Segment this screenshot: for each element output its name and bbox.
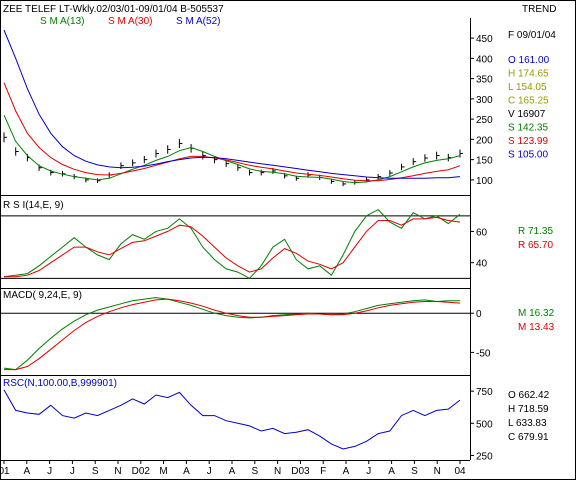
chart-title: ZEE TELEF LT-Wkly.02/03/01-09/01/04 B-50…	[3, 4, 224, 15]
rsc-value: O 662.42	[508, 390, 550, 401]
rsc-series-0-line	[3, 389, 461, 450]
info-row: S 123.99	[508, 136, 548, 147]
legend-sma13: S M A(13)	[40, 16, 84, 27]
x-tick-label: D03	[291, 466, 310, 477]
price-series-2-line	[3, 29, 461, 179]
rsi-panel: 40 60	[0, 208, 488, 279]
rsi-series-1-line	[4, 216, 461, 278]
macd-tick-label: -50	[476, 348, 491, 359]
x-tick-label: M	[159, 466, 167, 477]
info-date: F 09/01/04	[508, 30, 556, 41]
x-tick-label: J	[207, 466, 212, 477]
info-row: S 105.00	[508, 150, 548, 161]
info-row: H 174.65	[508, 69, 549, 80]
rsc-tick-label: 250	[476, 451, 493, 462]
legend-sma30: S M A(30)	[108, 16, 152, 27]
rsi-value: R 65.70	[518, 240, 553, 251]
rsc-value: C 679.91	[508, 432, 549, 443]
x-tick-label: J	[366, 466, 371, 477]
macd-series-1-line	[4, 298, 461, 371]
x-tick-label: J	[70, 466, 75, 477]
x-tick-label: N	[434, 466, 441, 477]
rsi-tick-label: 40	[476, 259, 488, 270]
x-tick-label: A	[388, 466, 395, 477]
x-tick-label: A	[23, 466, 30, 477]
price-tick-label: 250	[476, 115, 493, 126]
rsc-panel: 250 500 750	[3, 387, 493, 462]
rsc-tick-label: 500	[476, 419, 493, 430]
macd-title: MACD( 9,24,E, 9)	[3, 290, 82, 301]
price-tick-label: 300	[476, 95, 493, 106]
x-tick-label: 04	[454, 466, 466, 477]
x-tick-label: J	[47, 466, 52, 477]
price-tick-label: 150	[476, 156, 493, 167]
x-tick-label: A	[229, 466, 236, 477]
macd-value: M 16.32	[518, 308, 555, 319]
price-tick-label: 100	[476, 176, 493, 187]
x-tick-label: A	[183, 466, 190, 477]
trend-label: TREND	[522, 4, 556, 15]
price-tick-label: 350	[476, 75, 493, 86]
x-tick-label: S	[411, 466, 418, 477]
macd-value: M 13.43	[518, 322, 555, 333]
rsc-tick-label: 750	[476, 387, 493, 398]
rsc-value: L 633.83	[508, 418, 547, 429]
x-tick-label: 01	[0, 466, 10, 477]
info-row: C 165.25	[508, 96, 549, 107]
rsi-value: R 71.35	[518, 226, 553, 237]
price-panel: 100 150 200 250 300 350 400 450	[3, 29, 493, 187]
x-tick-label: S	[92, 466, 99, 477]
x-tick-label: D02	[132, 466, 151, 477]
rsi-series-0-line	[3, 208, 461, 279]
legend-sma52: S M A(52)	[176, 16, 220, 27]
rsc-value: H 718.59	[508, 404, 549, 415]
x-tick-label: N	[274, 466, 281, 477]
x-tick-label: N	[114, 466, 121, 477]
x-tick-label: S	[251, 466, 258, 477]
info-row: O 161.00	[508, 55, 550, 66]
macd-series-0-line	[3, 297, 460, 371]
x-tick-label: A	[343, 466, 350, 477]
info-ohlc-rows: O 161.00 H 174.65 L 154.05 C 165.25 V 16907 S…	[508, 55, 555, 443]
x-tick-label: F	[320, 466, 326, 477]
info-row: V 16907	[508, 109, 546, 120]
macd-tick-label: 0	[476, 309, 482, 320]
price-tick-label: 450	[476, 34, 493, 45]
rsi-title: R S I(14,E, 9)	[3, 200, 64, 211]
macd-panel: -50 0	[0, 297, 491, 371]
rsc-title: RSC(N,100.00,B,999901)	[3, 378, 117, 389]
info-row: L 154.05	[508, 82, 547, 93]
x-axis: 01 A J J S N D02 M A J A S N D03 F A J A S N 04	[0, 460, 466, 477]
info-row: S 142.35	[508, 123, 548, 134]
price-series-1-line	[3, 82, 461, 182]
price-tick-label: 200	[476, 135, 493, 146]
price-tick-label: 400	[476, 54, 493, 65]
rsi-tick-label: 60	[476, 227, 488, 238]
